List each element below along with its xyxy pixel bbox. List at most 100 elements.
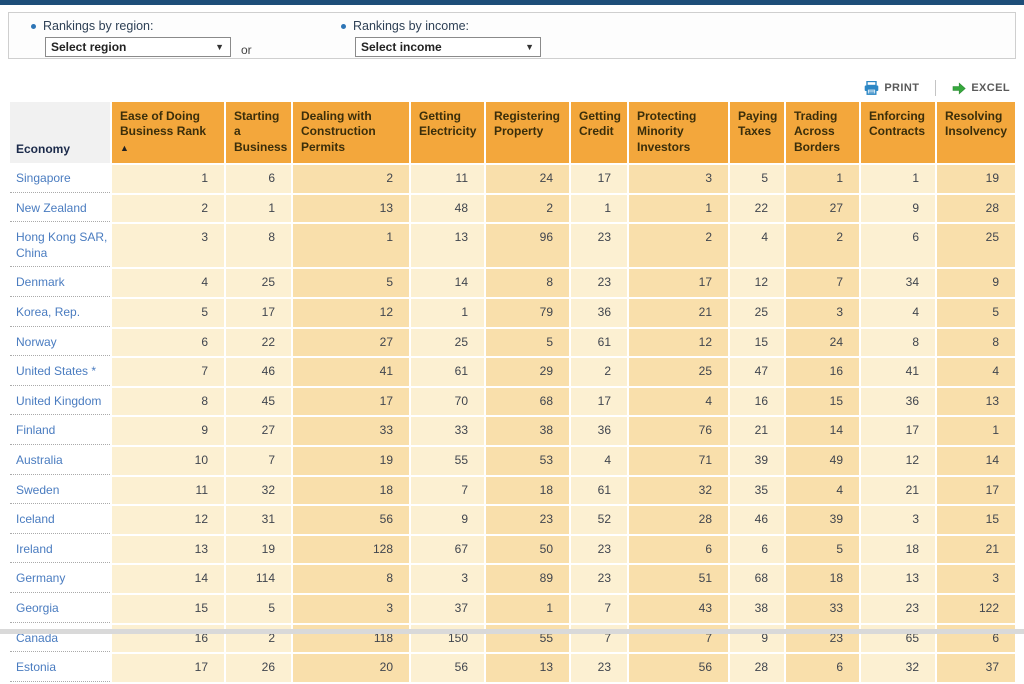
economy-link[interactable]: Germany [16,571,66,586]
economy-link[interactable]: Sweden [16,482,60,497]
rank-value-cell: 23 [571,565,627,593]
rank-value-cell: 38 [486,417,569,445]
economy-cell: Denmark [10,269,110,297]
bullet-icon [341,23,346,29]
rank-value-cell: 6 [112,328,224,357]
economy-cell: Germany [10,565,110,593]
rank-value-cell: 15 [730,328,784,357]
column-header[interactable]: Dealing with Construction Permits [293,102,409,163]
rank-value-cell: 33 [786,594,859,623]
rank-value-cell: 8 [112,387,224,416]
rank-value-cell: 1 [293,224,409,268]
rankings-table: Economy Ease of Doing Business Rank ▲ Star… [8,100,1017,684]
rank-value-cell: 4 [730,224,784,268]
economy-link[interactable]: Denmark [16,275,65,290]
table-row: Norway 6 22 27 25 5 61 12 15 24 8 8 [10,328,1015,357]
economy-link[interactable]: Estonia [16,660,57,675]
rank-value-cell: 27 [293,328,409,357]
rank-value-cell: 41 [861,358,935,386]
rank-value-cell: 37 [411,594,484,623]
rank-value-cell: 16 [730,387,784,416]
economy-link[interactable]: Ireland [16,541,53,556]
column-header[interactable]: Ease of Doing Business Rank ▲ [112,102,224,163]
rank-value-cell: 67 [411,535,484,564]
filter-panel: Rankings by region: Select region ▼ or R… [8,12,1016,59]
table-row: Georgia 15 5 3 37 1 7 43 38 33 23 122 [10,594,1015,623]
rank-value-cell: 23 [861,594,935,623]
chevron-down-icon: ▼ [215,42,224,52]
toolbar-divider [935,80,937,96]
rank-value-cell: 7 [112,358,224,386]
column-header[interactable]: Getting Electricity [411,102,484,163]
rank-value-cell: 3 [786,298,859,327]
rank-value-cell: 13 [112,535,224,564]
rank-value-cell: 24 [786,328,859,357]
rank-value-cell: 18 [861,535,935,564]
rank-value-cell: 76 [629,417,728,445]
rank-value-cell: 6 [730,535,784,564]
rank-value-cell: 35 [730,476,784,505]
economy-cell: Georgia [10,594,110,623]
rank-value-cell: 5 [486,328,569,357]
region-filter-group: Rankings by region: Select region ▼ [31,18,231,57]
economy-link[interactable]: Singapore [16,171,71,185]
sort-asc-icon[interactable]: ▲ [120,142,129,153]
rank-value-cell: 12 [629,328,728,357]
column-header[interactable]: Resolving Insolvency [937,102,1015,163]
table-row: Germany 14 114 8 3 89 23 51 68 18 13 3 [10,565,1015,593]
economy-link[interactable]: Korea, Rep. [16,304,81,319]
economy-link[interactable]: United Kingdom [16,393,102,408]
rank-value-cell: 52 [571,506,627,534]
rank-value-cell: 25 [411,328,484,357]
economy-link[interactable]: Georgia [16,600,59,615]
rank-value-cell: 13 [861,565,935,593]
or-label: or [241,43,252,57]
economy-column-header[interactable]: Economy [10,102,110,163]
rank-value-cell: 2 [293,165,409,193]
rank-value-cell: 45 [226,387,291,416]
rank-value-cell: 9 [937,269,1015,297]
economy-link[interactable]: Norway [16,334,57,349]
income-select-value: Select income [361,40,442,54]
rank-value-cell: 17 [226,298,291,327]
column-header[interactable]: Registering Property [486,102,569,163]
rank-value-cell: 28 [730,654,784,682]
rank-value-cell: 56 [411,654,484,682]
economy-link[interactable]: Finland [16,423,56,438]
rank-value-cell: 32 [629,476,728,505]
rank-value-cell: 14 [786,417,859,445]
economy-link[interactable]: Iceland [16,512,55,527]
rank-value-cell: 7 [411,476,484,505]
column-header[interactable]: Trading Across Borders [786,102,859,163]
rank-value-cell: 3 [293,594,409,623]
rank-value-cell: 13 [486,654,569,682]
table-row: Hong Kong SAR, China 3 8 1 13 96 23 2 4 2 6 25 [10,224,1015,268]
rank-value-cell: 36 [571,417,627,445]
excel-button[interactable]: EXCEL [952,82,1010,95]
economy-link[interactable]: Australia [16,452,63,467]
economy-link[interactable]: New Zealand [16,200,87,215]
rank-value-cell: 17 [629,269,728,297]
column-header[interactable]: Protecting Minority Investors [629,102,728,163]
rank-value-cell: 5 [786,535,859,564]
rank-value-cell: 43 [629,594,728,623]
region-select[interactable]: Select region ▼ [45,37,231,57]
rank-value-cell: 3 [411,565,484,593]
rank-value-cell: 114 [226,565,291,593]
rank-value-cell: 61 [411,358,484,386]
income-select[interactable]: Select income ▼ [355,37,541,57]
rank-value-cell: 24 [486,165,569,193]
column-header[interactable]: Starting a Business [226,102,291,163]
column-header[interactable]: Enforcing Contracts [861,102,935,163]
column-header[interactable]: Paying Taxes [730,102,784,163]
column-header[interactable]: Getting Credit [571,102,627,163]
rank-value-cell: 55 [411,446,484,475]
rank-value-cell: 17 [861,417,935,445]
economy-link[interactable]: United States * [16,364,97,379]
rank-value-cell: 23 [486,506,569,534]
rank-value-cell: 1 [786,165,859,193]
rank-value-cell: 17 [937,476,1015,505]
economy-link[interactable]: Hong Kong SAR, China [16,230,108,260]
rank-value-cell: 5 [112,298,224,327]
print-button[interactable]: PRINT [864,81,919,95]
